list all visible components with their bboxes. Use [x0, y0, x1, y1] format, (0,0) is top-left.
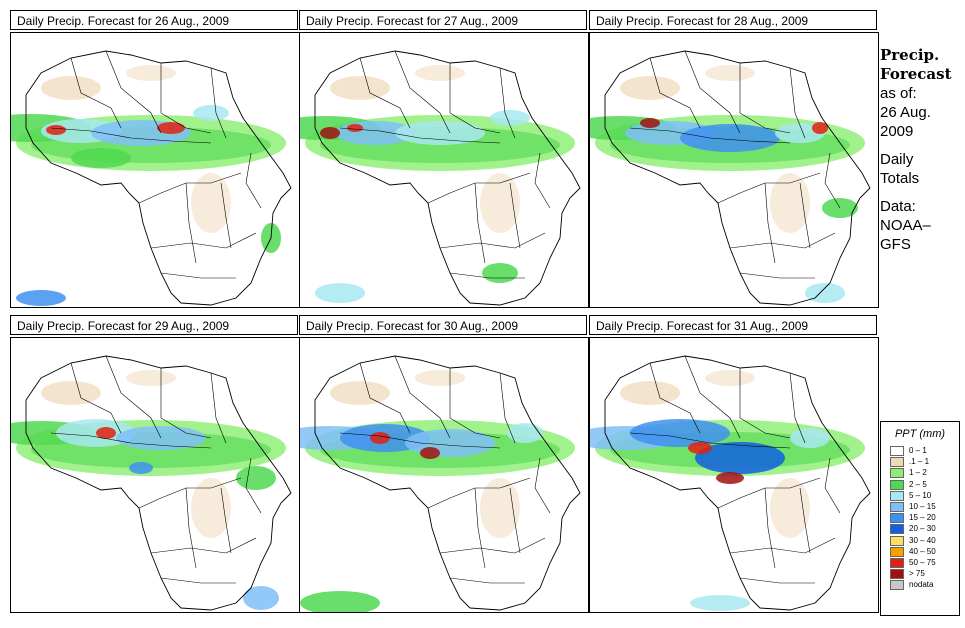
legend-item: nodata [881, 579, 959, 591]
africa-map [590, 355, 871, 611]
precip-map [299, 337, 589, 613]
legend-label: 0 – 1 [909, 446, 927, 455]
totals-line-2: Totals [880, 170, 920, 187]
legend-swatch [890, 501, 904, 512]
legend-label: 10 – 15 [909, 501, 936, 511]
africa-map [11, 50, 292, 306]
legend-item: 2 – 5 [881, 479, 959, 490]
heading-line-2: Forecast [880, 65, 952, 83]
africa-map [590, 50, 871, 306]
asof-label: as of: [880, 85, 917, 102]
legend-label: 2 – 5 [909, 479, 927, 489]
panel-title: Daily Precip. Forecast for 29 Aug., 2009 [10, 315, 298, 335]
legend-item: 10 – 15 [881, 501, 959, 512]
legend-label: 5 – 10 [909, 490, 932, 500]
legend-label: nodata [909, 580, 934, 590]
legend-label: 20 – 30 [909, 524, 936, 534]
legend-title: PPT (mm) [894, 428, 946, 440]
panel-title: Daily Precip. Forecast for 28 Aug., 2009 [589, 10, 877, 30]
heading-line-1: Precip. [880, 46, 940, 64]
legend-item: 20 – 30 [881, 523, 959, 535]
legend-item: 15 – 20 [881, 512, 959, 524]
forecast-panel-3: Daily Precip. Forecast for 28 Aug., 2009 [589, 10, 879, 308]
precip-map [589, 32, 879, 308]
legend-swatch [890, 557, 904, 568]
legend-item: 30 – 40 [881, 535, 959, 546]
legend-label: 50 – 75 [909, 557, 936, 567]
africa-map [300, 50, 581, 306]
asof-date-line-1: 26 Aug. [880, 104, 931, 121]
legend-item: 1 – 2 [881, 467, 959, 479]
precip-map [10, 32, 300, 308]
legend-item: 40 – 50 [881, 546, 959, 557]
legend-swatch [890, 546, 904, 557]
legend-swatch [890, 479, 904, 490]
legend-swatch [890, 457, 904, 468]
legend-swatch [890, 535, 904, 546]
forecast-panel-6: Daily Precip. Forecast for 31 Aug., 2009 [589, 315, 879, 613]
legend-swatch [890, 580, 904, 591]
legend-item: 50 – 75 [881, 557, 959, 568]
legend-item: 5 – 10 [881, 490, 959, 501]
forecast-panel-5: Daily Precip. Forecast for 30 Aug., 2009 [299, 315, 589, 613]
data-source-line-1: NOAA– [880, 217, 931, 234]
legend-item: > 75 [881, 568, 959, 580]
legend-label: > 75 [909, 569, 925, 579]
legend-label: 30 – 40 [909, 535, 936, 545]
precip-map [299, 32, 589, 308]
legend-swatch [890, 513, 904, 524]
africa-map [11, 355, 292, 611]
legend-label: 40 – 50 [909, 546, 936, 556]
panel-title: Daily Precip. Forecast for 31 Aug., 2009 [589, 315, 877, 335]
legend-label: 15 – 20 [909, 513, 936, 523]
legend-item: 0 – 1 [881, 445, 959, 456]
legend-swatch [890, 524, 904, 535]
africa-map [300, 355, 581, 612]
panel-title: Daily Precip. Forecast for 27 Aug., 2009 [299, 10, 587, 30]
precip-map [589, 337, 879, 613]
forecast-panel-2: Daily Precip. Forecast for 27 Aug., 2009 [299, 10, 589, 308]
legend-item: .1 – 1 [881, 456, 959, 468]
panel-title: Daily Precip. Forecast for 30 Aug., 2009 [299, 315, 587, 335]
forecast-panel-4: Daily Precip. Forecast for 29 Aug., 2009 [10, 315, 300, 613]
data-label: Data: [880, 198, 916, 215]
legend-swatch [890, 446, 904, 456]
forecast-panel-1: Daily Precip. Forecast for 26 Aug., 2009 [10, 10, 300, 308]
legend-swatch [890, 569, 904, 580]
precip-map [10, 337, 300, 613]
totals-line-1: Daily [880, 151, 914, 168]
legend-label: 1 – 2 [909, 468, 927, 478]
asof-date-line-2: 2009 [880, 123, 914, 140]
legend-swatch [890, 468, 904, 479]
legend-swatch [890, 490, 904, 501]
info-block: Precip. Forecast as of: 26 Aug. 2009 Dai… [880, 46, 964, 254]
data-source-line-2: GFS [880, 236, 911, 253]
legend-label: .1 – 1 [909, 457, 930, 467]
panel-title: Daily Precip. Forecast for 26 Aug., 2009 [10, 10, 298, 30]
